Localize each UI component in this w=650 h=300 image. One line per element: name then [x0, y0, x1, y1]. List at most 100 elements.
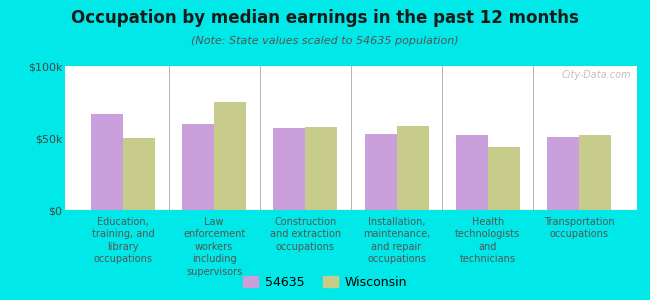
Bar	[365, 134, 396, 210]
Bar	[65, 208, 637, 209]
Bar	[65, 208, 637, 209]
Bar	[65, 208, 637, 209]
Bar	[65, 208, 637, 210]
Bar	[65, 208, 637, 209]
Bar	[65, 208, 637, 210]
Bar	[65, 208, 637, 210]
Bar	[65, 208, 637, 209]
Bar	[65, 208, 637, 210]
Bar	[65, 208, 637, 209]
Legend: 54635, Wisconsin: 54635, Wisconsin	[239, 271, 411, 294]
Bar	[65, 208, 637, 210]
Bar	[65, 207, 637, 209]
Bar	[456, 135, 488, 210]
Bar	[123, 138, 155, 210]
Text: City-Data.com: City-Data.com	[562, 70, 631, 80]
Bar	[65, 207, 637, 209]
Bar	[65, 208, 637, 209]
Bar	[65, 207, 637, 208]
Bar	[65, 208, 637, 209]
Bar	[65, 207, 637, 209]
Bar	[65, 208, 637, 210]
Bar	[65, 208, 637, 209]
Bar	[65, 208, 637, 210]
Bar	[65, 208, 637, 209]
Bar	[65, 207, 637, 208]
Bar	[65, 207, 637, 209]
Bar	[65, 208, 637, 210]
Bar	[65, 208, 637, 210]
Bar	[65, 208, 637, 209]
Bar	[65, 207, 637, 209]
Bar	[65, 208, 637, 209]
Bar	[65, 208, 637, 210]
Bar	[65, 208, 637, 209]
Bar	[547, 136, 579, 210]
Bar	[65, 207, 637, 209]
Bar	[65, 208, 637, 210]
Bar	[65, 208, 637, 209]
Bar	[65, 208, 637, 210]
Bar	[65, 208, 637, 209]
Bar	[65, 208, 637, 210]
Bar	[65, 208, 637, 210]
Bar	[65, 208, 637, 209]
Bar	[65, 208, 637, 209]
Bar	[65, 208, 637, 210]
Bar	[65, 208, 637, 209]
Bar	[65, 208, 637, 210]
Bar	[65, 208, 637, 210]
Bar	[65, 207, 637, 209]
Text: (Note: State values scaled to 54635 population): (Note: State values scaled to 54635 popu…	[191, 36, 459, 46]
Bar	[65, 207, 637, 208]
Bar	[65, 208, 637, 210]
Bar	[274, 128, 305, 210]
Bar	[65, 208, 637, 209]
Bar	[65, 207, 637, 208]
Bar	[65, 207, 637, 209]
Bar	[65, 207, 637, 209]
Bar	[65, 208, 637, 209]
Bar	[65, 208, 637, 210]
Bar	[65, 208, 637, 210]
Bar	[65, 208, 637, 209]
Bar	[65, 208, 637, 210]
Bar	[65, 208, 637, 210]
Bar	[65, 208, 637, 209]
Bar	[65, 208, 637, 209]
Bar	[65, 207, 637, 209]
Bar	[65, 208, 637, 210]
Bar	[65, 208, 637, 209]
Bar	[306, 127, 337, 210]
Bar	[65, 208, 637, 209]
Bar	[65, 208, 637, 209]
Bar	[65, 208, 637, 209]
Bar	[65, 208, 637, 210]
Bar	[214, 102, 246, 210]
Bar	[65, 208, 637, 209]
Bar	[65, 208, 637, 209]
Bar	[65, 207, 637, 208]
Bar	[65, 207, 637, 209]
Bar	[488, 147, 520, 210]
Bar	[65, 208, 637, 210]
Bar	[65, 208, 637, 210]
Bar	[65, 208, 637, 209]
Bar	[65, 208, 637, 209]
Bar	[65, 208, 637, 209]
Bar	[65, 208, 637, 209]
Bar	[65, 208, 637, 209]
Bar	[65, 208, 637, 209]
Bar	[65, 208, 637, 209]
Text: Occupation by median earnings in the past 12 months: Occupation by median earnings in the pas…	[71, 9, 579, 27]
Bar	[65, 208, 637, 209]
Bar	[65, 208, 637, 210]
Bar	[65, 208, 637, 210]
Bar	[65, 208, 637, 209]
Bar	[65, 208, 637, 209]
Bar	[579, 135, 611, 210]
Bar	[65, 208, 637, 210]
Bar	[65, 207, 637, 209]
Bar	[65, 207, 637, 209]
Bar	[396, 127, 428, 210]
